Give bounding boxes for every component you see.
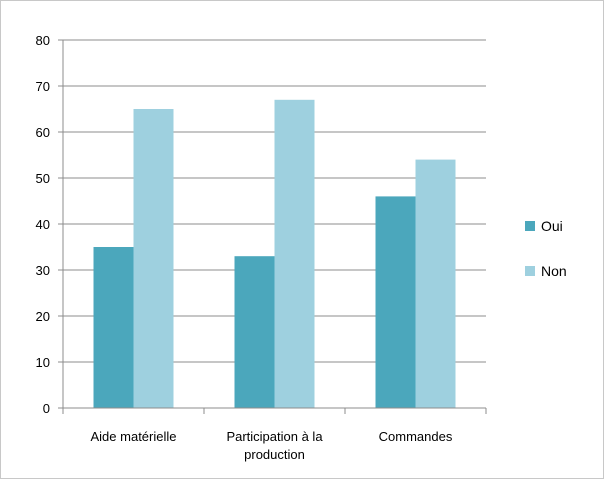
x-category-label: Commandes xyxy=(379,429,453,444)
legend-label-oui: Oui xyxy=(541,218,563,234)
x-category-label: Participation à la production xyxy=(226,429,323,462)
bar-oui-1 xyxy=(234,256,275,408)
x-category-labels: Aide matérielle Participation à la product… xyxy=(91,429,453,462)
bars xyxy=(93,99,456,409)
bar-non-0 xyxy=(133,109,174,408)
bar-non-2 xyxy=(415,159,456,408)
bar-non-1 xyxy=(274,99,315,409)
x-category-label: Aide matérielle xyxy=(91,429,177,444)
y-tick-label: 0 xyxy=(43,401,50,416)
y-tick-label: 10 xyxy=(36,355,50,370)
legend-swatch-oui xyxy=(525,221,535,231)
y-tick-label: 80 xyxy=(36,33,50,48)
y-tick-label: 40 xyxy=(36,217,50,232)
legend-swatch-non xyxy=(525,266,535,276)
y-tick-label: 30 xyxy=(36,263,50,278)
y-tick-label: 50 xyxy=(36,171,50,186)
bar-oui-2 xyxy=(375,196,416,408)
y-tick-label: 60 xyxy=(36,125,50,140)
bar-oui-0 xyxy=(93,247,134,408)
y-tick-label: 70 xyxy=(36,79,50,94)
y-tick-labels: 0 10 20 30 40 50 60 70 80 xyxy=(36,33,50,416)
legend: Oui Non xyxy=(525,218,567,279)
axes xyxy=(58,39,487,414)
legend-label-non: Non xyxy=(541,263,567,279)
y-tick-label: 20 xyxy=(36,309,50,324)
